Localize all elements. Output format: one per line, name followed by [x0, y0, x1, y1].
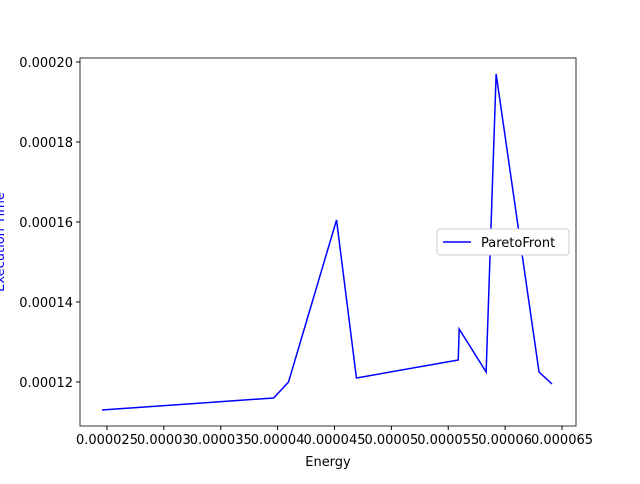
y-tick-label: 0.00014: [19, 296, 73, 311]
x-tick-label: 0.00005: [364, 433, 418, 448]
y-tick-label: 0.00018: [19, 136, 73, 151]
x-tick-label: 0.000025: [76, 433, 138, 448]
y-tick-label: 0.00020: [19, 56, 73, 71]
y-tick-label: 0.00012: [19, 376, 73, 391]
x-tick-label: 0.000035: [190, 433, 252, 448]
x-tick-label: 0.00004: [251, 433, 305, 448]
x-tick-label: 0.000045: [303, 433, 365, 448]
x-tick-label: 0.000055: [417, 433, 479, 448]
x-tick-label: 0.00003: [137, 433, 191, 448]
y-tick-label: 0.00016: [19, 216, 73, 231]
legend-label: ParetoFront: [481, 236, 555, 251]
axes-frame: [79, 57, 577, 427]
x-tick-label: 0.000065: [531, 433, 593, 448]
x-tick-label: 0.00006: [478, 433, 532, 448]
series-line: [101, 73, 553, 411]
x-axis-label: Energy: [305, 455, 351, 470]
y-axis-label: Execution Time: [0, 192, 8, 292]
legend-box: [436, 228, 570, 256]
